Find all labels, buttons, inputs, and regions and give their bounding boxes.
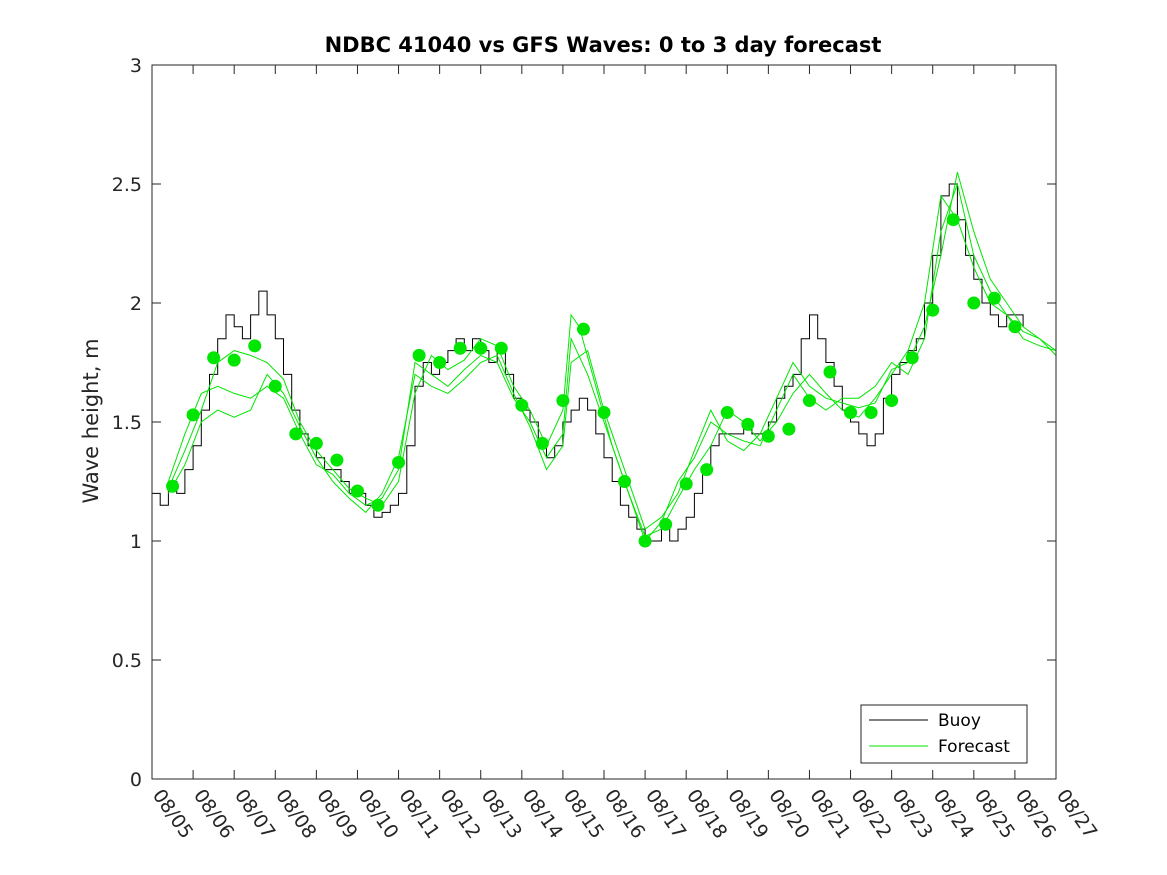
forecast-marker <box>720 405 734 419</box>
forecast-marker <box>967 296 981 310</box>
forecast-marker <box>885 394 899 408</box>
forecast-marker <box>926 303 940 317</box>
forecast-marker <box>556 394 570 408</box>
legend-buoy-label: Buoy <box>938 711 981 731</box>
forecast-marker <box>494 341 508 355</box>
forecast-marker <box>802 394 816 408</box>
forecast-marker-layer <box>166 213 1022 548</box>
y-tick-label: 2 <box>130 293 142 315</box>
forecast-marker <box>433 356 447 369</box>
y-tick-label: 2.5 <box>112 174 142 196</box>
legend-box <box>860 704 1028 764</box>
forecast-series-line <box>167 182 1057 542</box>
y-axis-label: Wave height, m <box>79 338 103 503</box>
plot-area <box>151 64 1057 780</box>
forecast-marker <box>905 351 919 365</box>
forecast-marker <box>412 348 426 362</box>
y-tick-label: 3 <box>130 55 142 77</box>
forecast-marker <box>638 534 652 548</box>
buoy-series-line <box>152 183 1024 542</box>
forecast-marker <box>823 365 837 379</box>
y-tick-label: 1.5 <box>112 412 142 434</box>
forecast-marker <box>350 484 364 498</box>
forecast-marker <box>330 453 344 467</box>
forecast-marker <box>618 475 632 488</box>
forecast-marker <box>515 398 529 412</box>
forecast-marker <box>659 517 673 531</box>
forecast-marker <box>741 417 755 431</box>
forecast-marker <box>987 291 1001 305</box>
forecast-marker <box>309 436 323 450</box>
forecast-marker <box>166 479 180 493</box>
forecast-marker <box>207 351 221 365</box>
forecast-marker <box>186 408 200 422</box>
forecast-marker <box>761 429 775 443</box>
buoy-layer <box>152 183 1024 542</box>
forecast-marker <box>268 379 282 393</box>
forecast-marker <box>392 455 406 469</box>
y-tick-label: 1 <box>130 531 142 553</box>
forecast-marker <box>679 477 693 491</box>
forecast-marker <box>864 405 878 419</box>
y-tick-label: 0 <box>130 769 142 791</box>
y-axis: 0 0.5 1 1.5 2 2.5 3 <box>112 55 1056 791</box>
forecast-marker <box>700 463 714 477</box>
forecast-marker <box>474 341 488 355</box>
legend: Buoy Forecast <box>860 704 1028 764</box>
forecast-marker <box>289 427 303 441</box>
forecast-marker <box>248 339 262 353</box>
y-tick-label: 0.5 <box>112 650 142 672</box>
forecast-marker <box>535 436 549 450</box>
forecast-marker <box>946 213 960 227</box>
forecast-marker <box>782 422 796 436</box>
forecast-marker <box>844 405 858 419</box>
legend-forecast-label: Forecast <box>938 737 1010 757</box>
forecast-marker <box>371 498 385 512</box>
forecast-marker <box>576 322 590 336</box>
forecast-series-line <box>167 171 1057 530</box>
forecast-marker <box>597 405 611 419</box>
chart-title: NDBC 41040 vs GFS Waves: 0 to 3 day fore… <box>325 33 882 57</box>
forecast-marker <box>1008 320 1022 334</box>
forecast-marker <box>227 353 241 367</box>
forecast-marker <box>453 341 467 355</box>
